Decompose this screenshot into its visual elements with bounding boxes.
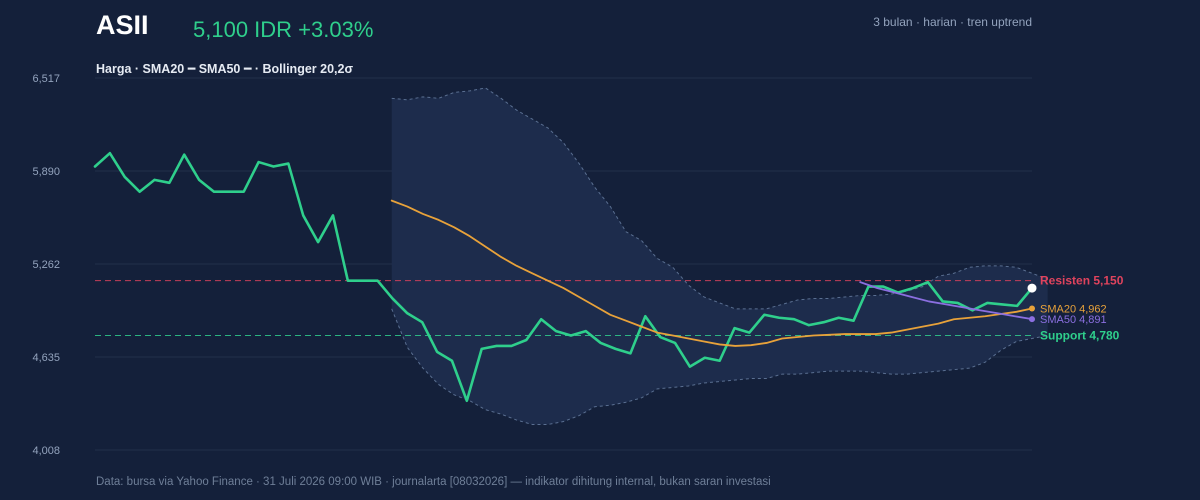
price-quote: 5,100 IDR +3.03% bbox=[193, 17, 374, 42]
chart-meta: 3 bulan · harian · tren uptrend bbox=[873, 15, 1032, 29]
y-tick-label: 5,262 bbox=[32, 259, 60, 271]
y-tick-label: 4,635 bbox=[32, 352, 60, 364]
bollinger-lower bbox=[391, 308, 1048, 425]
support-label: Support 4,780 bbox=[1040, 329, 1120, 343]
series-sma50-line bbox=[859, 281, 1033, 320]
end-label-sma20: SMA20 4,962 bbox=[1040, 304, 1107, 316]
chart-legend: Harga · SMA20 ━ SMA50 ━ · Bollinger 20,2… bbox=[96, 62, 354, 76]
series-sma20-end-dot bbox=[1029, 305, 1035, 312]
last-price-dot bbox=[1027, 283, 1037, 293]
y-tick-label: 6,517 bbox=[32, 73, 60, 85]
bollinger-band bbox=[391, 87, 1048, 425]
series-sma50-end-dot bbox=[1029, 316, 1035, 323]
ticker-symbol: ASII bbox=[96, 10, 149, 40]
footer-source: Data: bursa via Yahoo Finance · 31 Juli … bbox=[96, 476, 771, 488]
y-tick-label: 5,890 bbox=[32, 166, 60, 178]
bollinger-upper bbox=[391, 87, 1048, 310]
y-tick-label: 4,008 bbox=[32, 445, 60, 457]
resistance-label: Resisten 5,150 bbox=[1040, 274, 1124, 288]
series-sma20-line bbox=[390, 199, 1033, 347]
end-label-sma50: SMA50 4,891 bbox=[1040, 314, 1107, 326]
